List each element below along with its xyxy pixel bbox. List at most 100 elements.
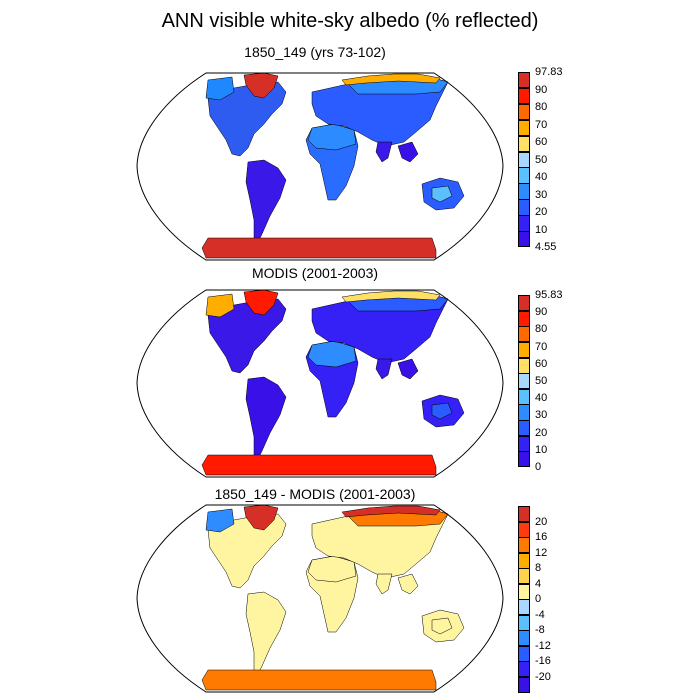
colorbar-swatch — [518, 167, 530, 184]
colorbar-label: -12 — [535, 639, 551, 652]
colorbar-label: 4.55 — [535, 241, 557, 253]
region-alaska — [205, 76, 235, 101]
region-arctic-coast — [341, 505, 441, 518]
region-india — [375, 141, 393, 163]
region-antarctica — [201, 669, 437, 691]
panel-3-colorbar: 20 16 12 8 4 0 -4 -8 -12 -16 -20 — [518, 506, 588, 693]
colorbar-swatch — [518, 72, 530, 89]
colorbar-swatch — [518, 676, 530, 693]
colorbar-swatch — [518, 341, 530, 359]
colorbar-label: 40 — [535, 171, 548, 183]
colorbar-label: -20 — [535, 670, 551, 683]
colorbar-swatch — [518, 373, 530, 390]
panel-2-title: MODIS (2001-2003) — [251, 265, 379, 281]
colorbar-label: 30 — [535, 409, 548, 422]
colorbar-label: 12 — [535, 546, 548, 559]
colorbar-swatch — [518, 661, 530, 677]
region-india — [375, 573, 393, 595]
colorbar-label: -4 — [535, 608, 545, 621]
colorbar-label: 60 — [535, 136, 548, 148]
figure-title: ANN visible white-sky albedo (% reflecte… — [161, 10, 539, 32]
colorbar-swatch — [518, 135, 530, 153]
globe-outline — [136, 289, 504, 478]
colorbar-label: 50 — [535, 375, 548, 387]
colorbar-label: 90 — [535, 83, 548, 96]
region-south-america — [245, 376, 287, 460]
colorbar-swatch — [518, 357, 530, 374]
colorbar-swatch — [518, 568, 530, 584]
colorbar-label: 20 — [535, 206, 548, 218]
colorbar-label: 30 — [535, 188, 548, 201]
colorbar-swatch — [518, 435, 530, 452]
colorbar-label: -16 — [535, 655, 551, 667]
colorbar-label: 60 — [535, 357, 548, 370]
colorbar-label: 4 — [535, 577, 542, 590]
panel-1-colorbar: 97.83 90 80 70 60 50 40 30 20 10 4.55 — [518, 66, 588, 253]
colorbar-swatch — [518, 404, 530, 421]
colorbar-label: 80 — [535, 101, 548, 113]
region-alaska — [205, 293, 235, 318]
colorbar-swatch — [518, 420, 530, 437]
colorbar-swatch — [518, 87, 530, 105]
colorbar-swatch — [518, 231, 530, 248]
colorbar-label: 10 — [535, 443, 548, 456]
region-south-america — [245, 591, 287, 675]
region-arctic-coast — [341, 290, 441, 303]
colorbar-swatch — [518, 451, 530, 468]
region-antarctica — [201, 454, 437, 476]
panel-2-colorbar: 95.83 90 80 70 60 50 40 30 20 10 0 — [518, 289, 588, 473]
colorbar-label: 95.83 — [535, 289, 563, 301]
colorbar-label: 8 — [535, 562, 542, 574]
colorbar-swatch — [518, 103, 530, 121]
region-india — [375, 358, 393, 380]
colorbar-swatch — [518, 645, 530, 662]
panel-3-title: 1850_149 - MODIS (2001-2003) — [214, 486, 416, 502]
colorbar-label: 90 — [535, 306, 548, 319]
panel-1-map — [136, 72, 504, 261]
region-australia-interior — [431, 185, 453, 203]
colorbar-swatch — [518, 326, 530, 343]
colorbar-swatch — [518, 552, 530, 569]
panel-3-map — [136, 504, 504, 693]
colorbar-label: -8 — [535, 624, 545, 636]
colorbar-swatch — [518, 599, 530, 615]
colorbar-label: 20 — [535, 515, 548, 528]
region-south-america — [245, 159, 287, 243]
colorbar-swatch — [518, 310, 530, 327]
colorbar-swatch — [518, 199, 530, 216]
colorbar-label: 40 — [535, 392, 548, 405]
colorbar-swatch — [518, 521, 530, 538]
globe-outline — [136, 504, 504, 693]
colorbar-label: 50 — [535, 153, 548, 166]
region-se-asia — [397, 358, 419, 380]
colorbar-label: 16 — [535, 531, 548, 543]
colorbar-label: 0 — [535, 461, 542, 473]
colorbar-swatch — [518, 630, 530, 646]
region-arctic-coast — [341, 73, 441, 86]
colorbar-label: 0 — [535, 593, 542, 605]
colorbar-label: 80 — [535, 323, 548, 336]
colorbar-label: 20 — [535, 426, 548, 439]
panel-1-title: 1850_149 (yrs 73-102) — [244, 44, 386, 60]
colorbar-swatch — [518, 215, 530, 232]
region-se-asia — [397, 573, 419, 595]
colorbar-swatch — [518, 151, 530, 168]
globe-outline — [136, 72, 504, 261]
region-antarctica — [201, 237, 437, 259]
colorbar-label: 10 — [535, 223, 548, 236]
colorbar-swatch — [518, 614, 530, 631]
region-australia-interior — [431, 617, 453, 635]
colorbar-label: 70 — [535, 118, 548, 131]
panel-2-map — [136, 289, 504, 478]
colorbar-swatch — [518, 295, 530, 312]
colorbar-swatch — [518, 506, 530, 522]
colorbar-swatch — [518, 183, 530, 200]
colorbar-label: 70 — [535, 340, 548, 353]
colorbar-swatch — [518, 583, 530, 600]
colorbar-swatch — [518, 537, 530, 553]
colorbar-label: 97.83 — [535, 66, 563, 78]
region-se-asia — [397, 141, 419, 163]
colorbar-swatch — [518, 388, 530, 405]
region-australia-interior — [431, 402, 453, 420]
region-alaska — [205, 508, 235, 533]
